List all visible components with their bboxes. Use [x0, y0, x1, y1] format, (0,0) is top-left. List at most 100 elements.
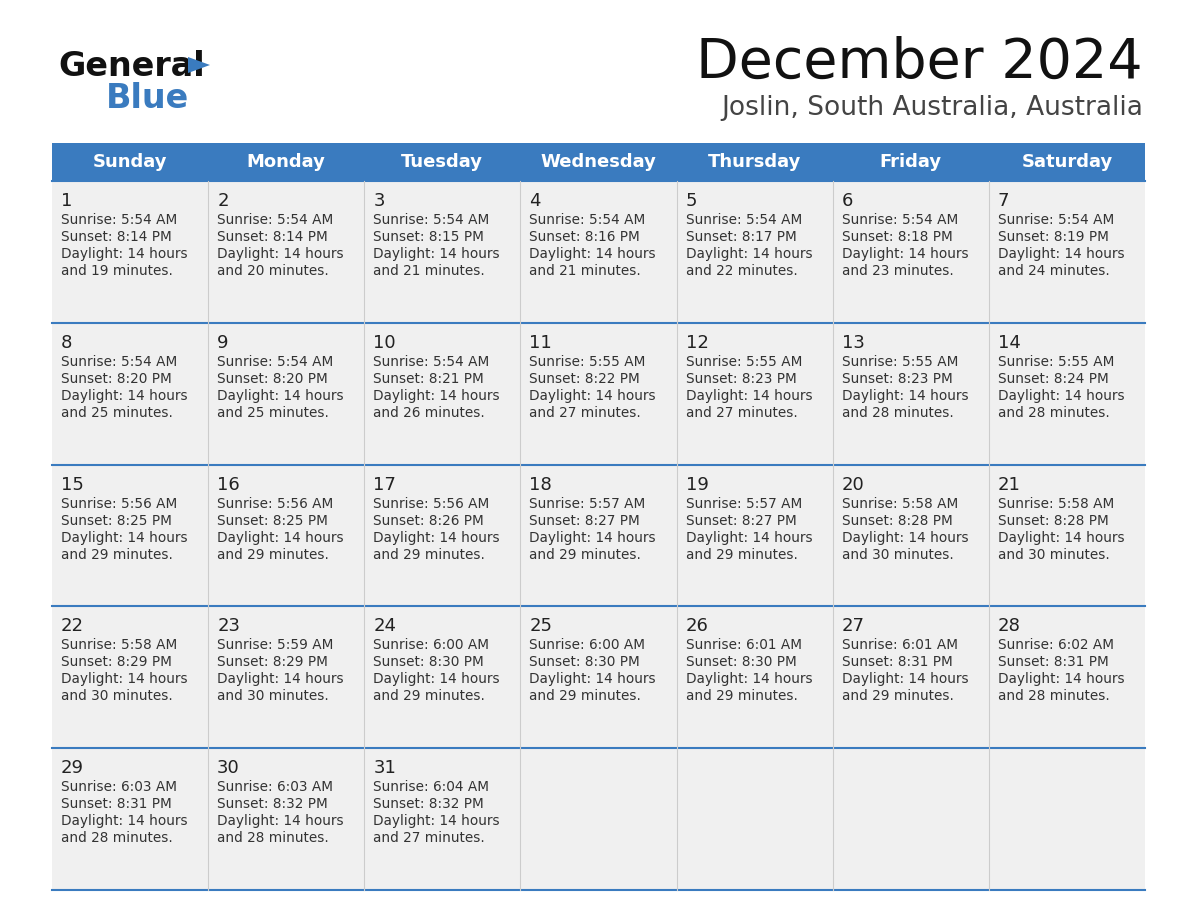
- Text: Sunrise: 6:00 AM: Sunrise: 6:00 AM: [530, 638, 645, 653]
- Bar: [52, 143, 1145, 181]
- Text: Sunrise: 5:56 AM: Sunrise: 5:56 AM: [373, 497, 489, 510]
- Text: and 29 minutes.: and 29 minutes.: [530, 548, 642, 562]
- Text: Sunset: 8:27 PM: Sunset: 8:27 PM: [685, 513, 796, 528]
- Text: 24: 24: [373, 618, 397, 635]
- Text: Daylight: 14 hours: Daylight: 14 hours: [998, 531, 1125, 544]
- Text: 29: 29: [61, 759, 84, 778]
- Text: 23: 23: [217, 618, 240, 635]
- Text: and 27 minutes.: and 27 minutes.: [530, 406, 642, 420]
- Text: Daylight: 14 hours: Daylight: 14 hours: [61, 531, 188, 544]
- Text: Sunrise: 5:58 AM: Sunrise: 5:58 AM: [842, 497, 958, 510]
- Text: Monday: Monday: [247, 153, 326, 171]
- Text: Daylight: 14 hours: Daylight: 14 hours: [61, 814, 188, 828]
- Text: Joslin, South Australia, Australia: Joslin, South Australia, Australia: [721, 95, 1143, 121]
- Text: Daylight: 14 hours: Daylight: 14 hours: [373, 247, 500, 261]
- Text: Sunset: 8:26 PM: Sunset: 8:26 PM: [373, 513, 484, 528]
- Text: Friday: Friday: [880, 153, 942, 171]
- Text: 22: 22: [61, 618, 84, 635]
- Text: December 2024: December 2024: [696, 36, 1143, 90]
- Text: Daylight: 14 hours: Daylight: 14 hours: [685, 672, 813, 687]
- Text: and 29 minutes.: and 29 minutes.: [685, 689, 797, 703]
- Polygon shape: [188, 57, 210, 73]
- Text: Sunrise: 5:54 AM: Sunrise: 5:54 AM: [217, 354, 334, 369]
- Text: Sunset: 8:30 PM: Sunset: 8:30 PM: [685, 655, 796, 669]
- Text: and 27 minutes.: and 27 minutes.: [685, 406, 797, 420]
- Text: Sunrise: 5:54 AM: Sunrise: 5:54 AM: [61, 354, 177, 369]
- Text: and 30 minutes.: and 30 minutes.: [998, 548, 1110, 562]
- Text: Blue: Blue: [106, 82, 189, 115]
- Text: Thursday: Thursday: [708, 153, 802, 171]
- Text: Sunset: 8:28 PM: Sunset: 8:28 PM: [842, 513, 953, 528]
- Text: and 24 minutes.: and 24 minutes.: [998, 264, 1110, 278]
- Text: and 28 minutes.: and 28 minutes.: [998, 689, 1110, 703]
- Text: and 29 minutes.: and 29 minutes.: [530, 689, 642, 703]
- Text: 5: 5: [685, 192, 697, 210]
- Text: Daylight: 14 hours: Daylight: 14 hours: [373, 814, 500, 828]
- Text: Sunrise: 6:04 AM: Sunrise: 6:04 AM: [373, 780, 489, 794]
- Text: Sunrise: 5:54 AM: Sunrise: 5:54 AM: [530, 213, 646, 227]
- Text: Daylight: 14 hours: Daylight: 14 hours: [217, 814, 343, 828]
- Text: 12: 12: [685, 334, 708, 352]
- Text: Sunrise: 5:54 AM: Sunrise: 5:54 AM: [998, 213, 1114, 227]
- Text: Sunset: 8:21 PM: Sunset: 8:21 PM: [373, 372, 484, 386]
- Text: Daylight: 14 hours: Daylight: 14 hours: [530, 531, 656, 544]
- Text: and 29 minutes.: and 29 minutes.: [685, 548, 797, 562]
- Text: 2: 2: [217, 192, 228, 210]
- Text: 4: 4: [530, 192, 541, 210]
- Text: Sunrise: 5:58 AM: Sunrise: 5:58 AM: [61, 638, 177, 653]
- Text: and 21 minutes.: and 21 minutes.: [530, 264, 642, 278]
- Text: 6: 6: [842, 192, 853, 210]
- Text: Sunrise: 5:54 AM: Sunrise: 5:54 AM: [373, 213, 489, 227]
- Text: 27: 27: [842, 618, 865, 635]
- Text: 20: 20: [842, 476, 865, 494]
- Text: Daylight: 14 hours: Daylight: 14 hours: [842, 247, 968, 261]
- Text: Daylight: 14 hours: Daylight: 14 hours: [61, 672, 188, 687]
- Text: Daylight: 14 hours: Daylight: 14 hours: [685, 247, 813, 261]
- Text: Sunset: 8:32 PM: Sunset: 8:32 PM: [373, 797, 484, 812]
- Text: and 29 minutes.: and 29 minutes.: [373, 548, 485, 562]
- Text: Sunset: 8:25 PM: Sunset: 8:25 PM: [61, 513, 172, 528]
- Text: Sunrise: 5:57 AM: Sunrise: 5:57 AM: [530, 497, 646, 510]
- Text: Daylight: 14 hours: Daylight: 14 hours: [217, 531, 343, 544]
- Text: Sunset: 8:29 PM: Sunset: 8:29 PM: [61, 655, 172, 669]
- Text: Sunrise: 6:00 AM: Sunrise: 6:00 AM: [373, 638, 489, 653]
- Text: 21: 21: [998, 476, 1020, 494]
- Text: 16: 16: [217, 476, 240, 494]
- Text: and 28 minutes.: and 28 minutes.: [217, 831, 329, 845]
- Text: Daylight: 14 hours: Daylight: 14 hours: [530, 389, 656, 403]
- Text: and 29 minutes.: and 29 minutes.: [217, 548, 329, 562]
- Bar: [52, 465, 1145, 607]
- Text: and 20 minutes.: and 20 minutes.: [217, 264, 329, 278]
- Text: Daylight: 14 hours: Daylight: 14 hours: [217, 672, 343, 687]
- Text: Saturday: Saturday: [1022, 153, 1112, 171]
- Text: Sunrise: 5:55 AM: Sunrise: 5:55 AM: [998, 354, 1114, 369]
- Text: Sunset: 8:23 PM: Sunset: 8:23 PM: [842, 372, 953, 386]
- Text: 11: 11: [530, 334, 552, 352]
- Text: Sunrise: 6:03 AM: Sunrise: 6:03 AM: [217, 780, 333, 794]
- Text: Sunrise: 6:03 AM: Sunrise: 6:03 AM: [61, 780, 177, 794]
- Text: and 28 minutes.: and 28 minutes.: [61, 831, 172, 845]
- Text: Sunset: 8:23 PM: Sunset: 8:23 PM: [685, 372, 796, 386]
- Text: Sunday: Sunday: [93, 153, 168, 171]
- Text: Daylight: 14 hours: Daylight: 14 hours: [685, 389, 813, 403]
- Text: Sunset: 8:31 PM: Sunset: 8:31 PM: [998, 655, 1108, 669]
- Text: 7: 7: [998, 192, 1010, 210]
- Text: Daylight: 14 hours: Daylight: 14 hours: [998, 389, 1125, 403]
- Text: Daylight: 14 hours: Daylight: 14 hours: [685, 531, 813, 544]
- Text: Sunset: 8:28 PM: Sunset: 8:28 PM: [998, 513, 1108, 528]
- Text: 1: 1: [61, 192, 72, 210]
- Text: 13: 13: [842, 334, 865, 352]
- Text: Sunrise: 5:54 AM: Sunrise: 5:54 AM: [61, 213, 177, 227]
- Bar: [52, 323, 1145, 465]
- Text: 18: 18: [530, 476, 552, 494]
- Text: Daylight: 14 hours: Daylight: 14 hours: [998, 247, 1125, 261]
- Text: and 23 minutes.: and 23 minutes.: [842, 264, 954, 278]
- Bar: [52, 181, 1145, 323]
- Text: Daylight: 14 hours: Daylight: 14 hours: [530, 672, 656, 687]
- Text: Daylight: 14 hours: Daylight: 14 hours: [998, 672, 1125, 687]
- Text: and 29 minutes.: and 29 minutes.: [61, 548, 173, 562]
- Text: 17: 17: [373, 476, 396, 494]
- Text: Sunset: 8:17 PM: Sunset: 8:17 PM: [685, 230, 796, 244]
- Text: Daylight: 14 hours: Daylight: 14 hours: [61, 389, 188, 403]
- Text: 9: 9: [217, 334, 228, 352]
